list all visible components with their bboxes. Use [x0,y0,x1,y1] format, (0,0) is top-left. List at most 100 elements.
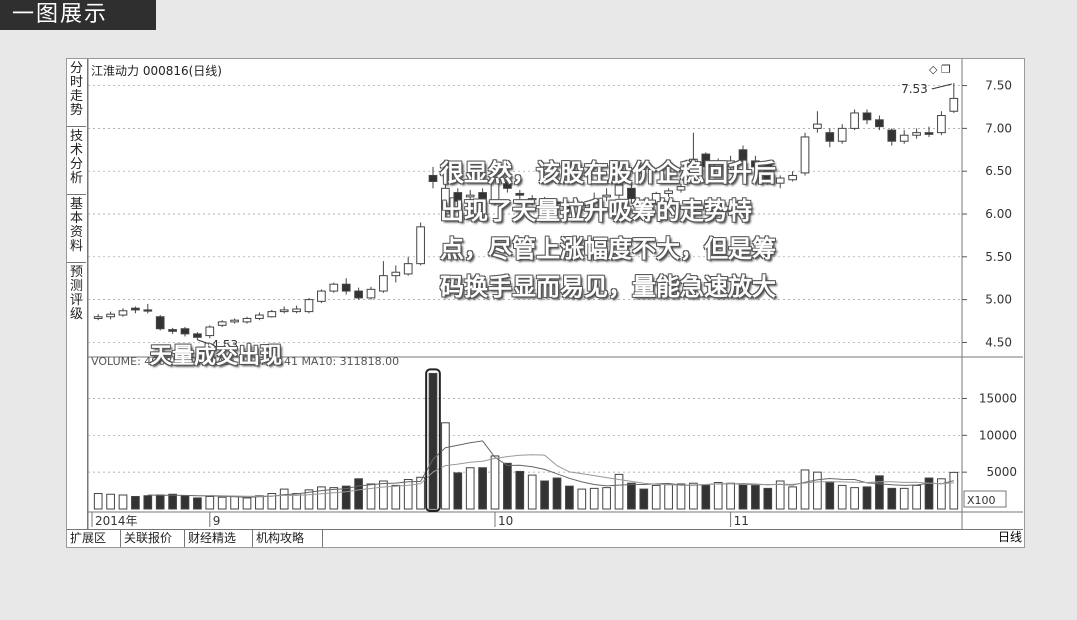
volume-bar [391,484,401,510]
candle [651,192,661,205]
bottom-tab-extension[interactable]: 扩展区 [67,530,121,547]
candle [540,198,549,202]
volume-spike-highlight [425,368,441,512]
volume-bar [416,476,425,510]
candle [465,194,475,198]
price-tick-label: 6.00 [985,207,1012,221]
candle [217,321,227,326]
side-tabs: 分时走势 技术分析 基本资料 预测评级 [67,59,88,529]
candle [589,199,599,208]
volume-bar [329,487,339,510]
volume-bar [887,487,897,510]
volume-annotation: 天量成交出现 [150,344,283,369]
candle [354,290,363,299]
volume-bar [354,478,363,510]
volume-bar [775,480,785,510]
candle [453,192,463,202]
volume-bar [850,487,859,510]
volume-bar [131,495,140,510]
volume-bar [949,471,959,510]
candle [131,307,140,311]
volume-bar [726,482,735,510]
candle [726,160,735,167]
candle [242,317,252,323]
candle [403,263,413,275]
candle [887,129,897,142]
bottom-tab-finance-picks[interactable]: 财经精选 [185,530,253,547]
candle [527,198,537,201]
volume-bar [205,495,215,510]
candle [515,192,525,196]
diamond-icon[interactable]: ◇ [929,63,938,76]
candle [614,184,624,196]
candle [416,226,425,265]
candle [205,326,215,337]
volume-bar [379,480,388,510]
bottom-tab-related-quote[interactable]: 关联报价 [121,530,185,547]
volume-bar [899,487,909,510]
volume-bar [242,497,252,510]
min-price-label: 4.53 [211,338,238,352]
candle [93,316,103,319]
volume-bar [428,372,438,510]
candle [751,160,760,168]
candle [577,204,587,211]
volume-bar [825,481,835,510]
volume-bar [837,484,847,510]
candle [676,186,686,191]
volume-unit-box [963,490,1007,508]
volume-bar [93,493,103,510]
volume-bar [701,484,711,510]
candle [825,132,835,142]
side-tab-rating[interactable]: 预测评级 [69,265,83,322]
candle [552,201,562,205]
period-label[interactable]: 日线 [997,530,1022,544]
price-tick-label: 5.50 [985,250,1012,264]
volume-bar [788,486,797,510]
date-label: 2014年 [95,514,138,528]
volume-bar [515,470,525,510]
annotation-line: 码换手显而易见，量能急速放大 [440,273,776,301]
candle [292,308,301,313]
volume-bar [118,494,128,510]
volume-bar [180,495,190,510]
main-annotation: 很显然，该股在股价企稳回升后 出现了天量拉升吸筹的走势特 点，尽管上涨幅度不大，… [440,154,890,306]
volume-bar [924,477,934,510]
candle [118,310,128,316]
price-tick-label: 5.00 [985,293,1012,307]
annotation-line: 很显然，该股在股价企稳回升后 [440,159,776,187]
volume-bar [503,462,512,510]
candle [478,192,487,202]
volume-bar [341,485,351,510]
volume-bar [862,486,872,510]
candle [168,329,177,332]
volume-unit-label: X100 [967,494,996,507]
volume-bar [540,480,549,510]
volume-bar [552,477,562,510]
volume-bar [664,484,673,510]
volume-bar [639,488,649,510]
volume-bar [267,493,277,510]
volume-bar [143,495,153,510]
candle [664,190,673,194]
candle [180,328,190,335]
side-tab-intraday[interactable]: 分时走势 [67,59,86,127]
side-tab-fundamentals[interactable]: 基本资料 [67,195,86,263]
candle [738,149,748,162]
volume-bar [937,478,946,510]
window-icon[interactable]: ❐ [940,63,951,76]
volume-bar [230,495,239,510]
volume-tick-label: 15000 [979,391,1017,405]
volume-bar [217,496,227,510]
volume-bar [676,483,686,510]
volume-bar [614,473,624,510]
candle [230,319,239,323]
bottom-tab-institution-guide[interactable]: 机构攻略 [253,530,323,547]
candle [106,313,115,318]
volume-bar [800,469,810,510]
volume-bar [465,467,475,510]
side-tab-technical[interactable]: 技术分析 [67,127,86,195]
volume-bar [193,497,202,510]
date-label: 9 [213,514,221,528]
candle [701,153,711,168]
